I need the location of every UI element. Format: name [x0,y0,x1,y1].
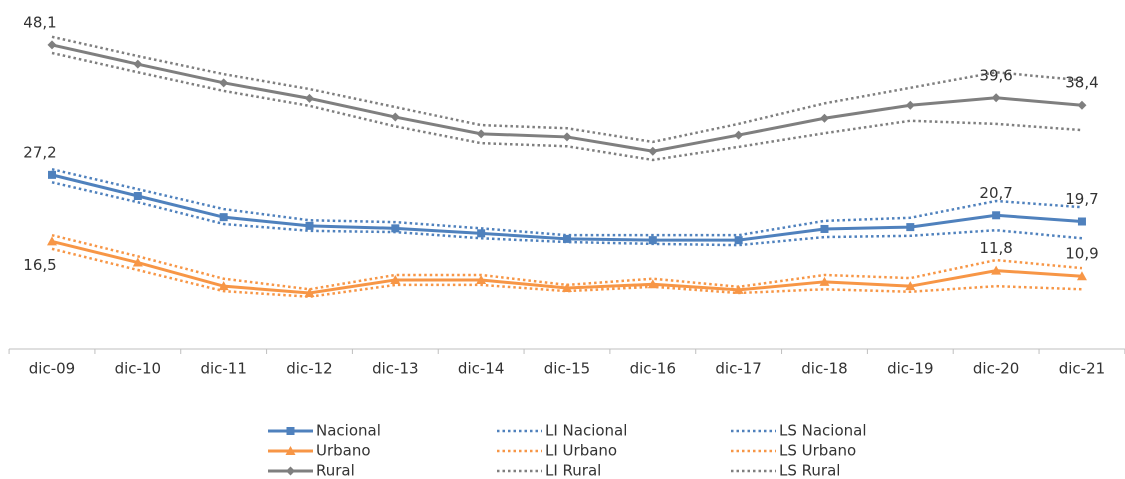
legend-label: LI Urbano [545,442,617,460]
legend-label: Nacional [316,422,381,440]
legend-label: LS Rural [779,462,840,479]
x-tick-label: dic-16 [630,360,676,378]
marker [1076,271,1087,281]
x-tick-label: dic-10 [115,360,161,378]
series-line [51,173,1083,242]
marker [734,236,743,245]
marker [905,281,916,291]
marker [819,276,830,286]
x-tick-label: dic-21 [1059,360,1105,378]
marker [133,59,143,69]
marker [647,279,658,289]
marker [219,213,228,222]
legend-marker [285,446,296,455]
x-tick-label: dic-19 [887,360,933,378]
marker [1077,217,1086,226]
x-tick-label: dic-11 [200,360,246,378]
legend-marker [286,427,295,435]
marker [390,274,401,284]
marker [820,224,829,233]
data-label: 11,8 [979,239,1012,257]
series-line [51,168,1083,237]
x-tick-label: dic-09 [29,360,75,378]
marker [905,100,915,110]
marker [561,283,572,293]
marker [476,274,487,284]
marker [734,130,744,140]
marker [305,221,314,230]
marker [133,192,142,201]
legend-label: LI Rural [545,462,601,479]
marker [304,93,314,103]
legend-marker [286,466,295,476]
x-tick-label: dic-15 [544,360,590,378]
data-label: 39,6 [979,66,1012,84]
series-line [51,35,1083,144]
data-label: 27,2 [23,143,56,161]
x-tick-label: dic-20 [973,360,1019,378]
marker [733,284,744,294]
marker [304,288,315,298]
legend-label: LI Nacional [545,422,627,440]
x-tick-label: dic-12 [286,360,332,378]
marker [390,112,400,122]
legend-label: LS Nacional [779,422,867,440]
legend-label: Urbano [316,442,371,460]
data-label: 38,4 [1065,74,1098,92]
data-label: 19,7 [1065,190,1098,208]
marker [48,170,56,179]
data-label: 16,5 [23,256,56,274]
marker [991,93,1001,103]
x-tick-label: dic-14 [458,360,504,378]
marker [476,129,486,139]
marker [991,265,1002,275]
marker [47,40,57,50]
marker [992,211,1001,220]
marker [219,78,229,88]
series-line [51,181,1083,247]
marker [648,236,657,245]
marker [477,229,486,238]
marker [562,132,572,142]
x-tick-label: dic-13 [372,360,418,378]
marker [218,281,229,291]
marker [906,223,915,232]
data-label: 10,9 [1065,245,1098,263]
marker [47,236,57,246]
legend-label: LS Urbano [779,442,856,460]
legend-label: Rural [316,462,355,479]
data-label: 48,1 [23,13,56,31]
series-line [51,51,1083,162]
marker [1077,100,1087,110]
marker [819,113,829,123]
x-tick-label: dic-18 [801,360,847,378]
marker [391,224,400,233]
data-label: 20,7 [979,184,1012,202]
marker [132,257,143,267]
x-tick-label: dic-17 [715,360,761,378]
marker [648,146,658,156]
marker [562,234,571,243]
series-line [51,247,1083,298]
